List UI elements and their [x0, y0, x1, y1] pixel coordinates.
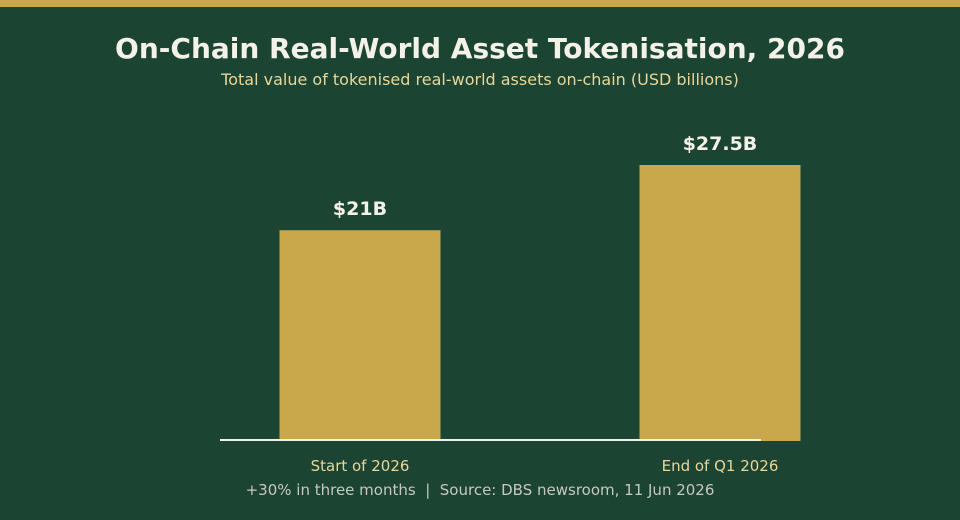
bar-value-label-1: $21B [333, 198, 387, 220]
chart-subtitle: Total value of tokenised real-world asse… [220, 70, 739, 89]
chart-title: On-Chain Real-World Asset Tokenisation, … [115, 32, 845, 65]
source-footnote: +30% in three months | Source: DBS newsr… [246, 481, 715, 499]
bar-2 [639, 165, 801, 441]
category-label-1: Start of 2026 [311, 457, 410, 475]
category-label-2: End of Q1 2026 [662, 457, 779, 475]
bar-1 [279, 230, 441, 441]
bars-group: $21B Start of 2026 $27.5B End of Q1 2026 [279, 133, 801, 475]
bar-value-label-2: $27.5B [683, 133, 758, 155]
top-accent-band [0, 0, 960, 7]
